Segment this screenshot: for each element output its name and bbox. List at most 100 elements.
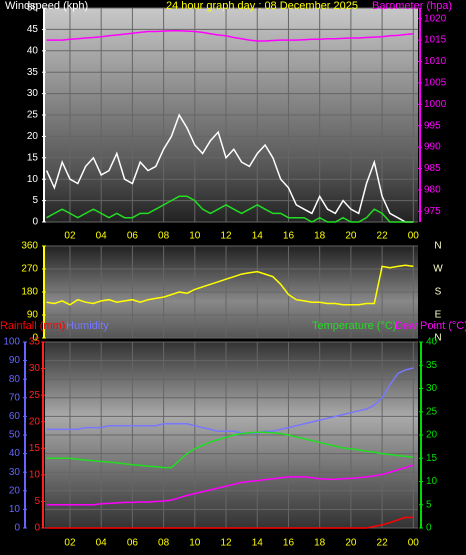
y-tick-label: 0 xyxy=(426,523,432,534)
x-tick-label: 14 xyxy=(252,538,264,549)
y-tick-label: 40 xyxy=(27,45,39,56)
x-tick-label: 12 xyxy=(220,538,232,549)
y-tick-label: 30 xyxy=(9,467,21,478)
x-tick-label: 00 xyxy=(408,231,420,242)
y-tick-label: 10 xyxy=(9,504,21,515)
x-tick-label: 00 xyxy=(408,538,420,549)
y-tick-label: 50 xyxy=(9,430,21,441)
y-tick-label: 30 xyxy=(29,363,41,374)
x-tick-label: 16 xyxy=(283,231,295,242)
series-line xyxy=(46,29,414,42)
y-tick-label: 35 xyxy=(426,360,438,371)
y-tick-label: 70 xyxy=(9,392,21,403)
y-tick-label: 80 xyxy=(9,374,21,385)
x-tick-label: 06 xyxy=(127,231,139,242)
y-tick-label: 5 xyxy=(32,195,38,206)
x-tick-label: 08 xyxy=(158,538,170,549)
y-tick-label: 5 xyxy=(34,496,40,507)
y-tick-label: 10 xyxy=(27,174,39,185)
x-tick-label: 04 xyxy=(96,538,108,549)
y-tick-label: 975 xyxy=(424,206,441,217)
series-line xyxy=(45,113,414,223)
x-tick-label: 14 xyxy=(252,231,264,242)
y-tick-label: S xyxy=(435,287,442,298)
y-tick-label: 30 xyxy=(27,88,39,99)
y-tick-label: 10 xyxy=(29,469,41,480)
y-tick-label: 20 xyxy=(29,416,41,427)
x-tick-label: 16 xyxy=(283,538,295,549)
series-line xyxy=(46,431,414,469)
legend-entry: Temperature (°C) xyxy=(312,320,396,332)
axis-title: Barometer (hpa) xyxy=(372,0,452,12)
y-tick-label: 0 xyxy=(32,217,38,228)
x-tick-label: 18 xyxy=(314,538,326,549)
y-tick-label: N xyxy=(434,241,441,252)
y-tick-label: 15 xyxy=(27,152,39,163)
y-tick-label: 270 xyxy=(21,264,38,275)
y-tick-label: 90 xyxy=(27,310,39,321)
y-tick-label: 15 xyxy=(426,453,438,464)
x-tick-label: 02 xyxy=(64,231,76,242)
y-tick-label: 985 xyxy=(424,163,441,174)
y-tick-label: 1015 xyxy=(424,35,447,46)
y-tick-label: 995 xyxy=(424,120,441,131)
y-tick-label: 1020 xyxy=(424,13,447,24)
y-tick-label: 50 xyxy=(27,3,39,14)
x-tick-label: 18 xyxy=(314,231,326,242)
y-tick-label: 990 xyxy=(424,142,441,153)
y-tick-label: E xyxy=(435,310,442,321)
x-tick-label: 10 xyxy=(189,231,201,242)
y-tick-label: 90 xyxy=(9,355,21,366)
series-line xyxy=(46,464,414,506)
y-tick-label: 25 xyxy=(29,390,41,401)
y-tick-label: 15 xyxy=(29,443,41,454)
legend-entry: Rainfall (mm) xyxy=(0,320,65,332)
y-tick-label: 40 xyxy=(426,337,438,348)
series-line xyxy=(46,264,414,306)
y-tick-label: 0 xyxy=(14,523,20,534)
x-tick-label: 10 xyxy=(189,538,201,549)
y-tick-label: 360 xyxy=(21,241,38,252)
y-tick-label: 60 xyxy=(9,411,21,422)
y-tick-label: 45 xyxy=(27,24,39,35)
x-tick-label: 20 xyxy=(345,538,357,549)
x-tick-label: 12 xyxy=(220,231,232,242)
x-tick-label: 06 xyxy=(127,538,139,549)
y-tick-label: 100 xyxy=(3,337,20,348)
y-tick-label: 20 xyxy=(27,131,39,142)
y-tick-label: 1000 xyxy=(424,99,447,110)
y-tick-label: W xyxy=(433,264,443,275)
y-tick-label: 20 xyxy=(9,485,21,496)
chart-title: 24 hour graph day : 08 December 2025 xyxy=(166,0,358,12)
legend-entry: Dew Point (°C) xyxy=(395,320,466,332)
series-line xyxy=(46,367,414,434)
y-tick-label: 20 xyxy=(426,430,438,441)
y-tick-label: 40 xyxy=(9,448,21,459)
axis-title: Windspeed (kph) xyxy=(5,0,88,12)
y-tick-label: 5 xyxy=(426,499,432,510)
y-tick-label: 25 xyxy=(27,110,39,121)
y-tick-label: 25 xyxy=(426,406,438,417)
y-tick-label: N xyxy=(434,333,441,344)
legend-entry: Humidity xyxy=(66,320,109,332)
y-tick-label: 30 xyxy=(426,383,438,394)
x-tick-label: 20 xyxy=(345,231,357,242)
y-tick-label: 35 xyxy=(29,337,41,348)
y-tick-label: 1005 xyxy=(424,78,447,89)
x-tick-label: 22 xyxy=(377,538,389,549)
y-tick-label: 35 xyxy=(27,67,39,78)
x-tick-label: 08 xyxy=(158,231,170,242)
y-tick-label: 0 xyxy=(32,333,38,344)
y-tick-label: 0 xyxy=(34,523,40,534)
y-tick-label: 980 xyxy=(424,185,441,196)
y-tick-label: 180 xyxy=(21,287,38,298)
x-tick-label: 04 xyxy=(96,231,108,242)
x-tick-label: 02 xyxy=(64,538,76,549)
series-line xyxy=(46,516,414,529)
y-tick-label: 10 xyxy=(426,476,438,487)
y-tick-label: 1010 xyxy=(424,56,447,67)
x-tick-label: 22 xyxy=(377,231,389,242)
